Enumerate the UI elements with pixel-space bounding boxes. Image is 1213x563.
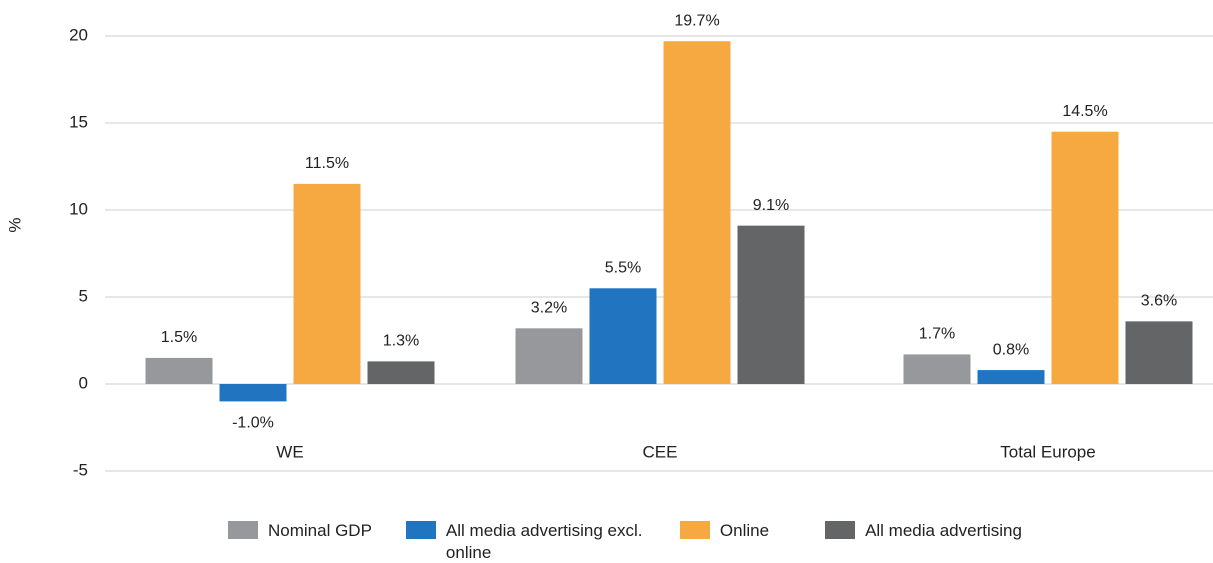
- legend-item: All media advertising excl. online: [405, 520, 646, 563]
- x-tick-label: WE: [276, 442, 303, 461]
- y-tick-label: 0: [79, 373, 88, 392]
- legend-label: All media advertising excl. online: [445, 521, 643, 562]
- value-label: 19.7%: [674, 12, 719, 29]
- legend-swatch: [405, 521, 436, 539]
- legend-label: Online: [719, 521, 770, 540]
- y-tick-label: 10: [69, 199, 88, 218]
- legend-swatch: [825, 521, 856, 539]
- value-label: -1.0%: [232, 415, 274, 432]
- legend: Nominal GDP All media advertising excl. o…: [228, 520, 1056, 563]
- value-label: 1.5%: [161, 329, 197, 346]
- y-tick-label: 5: [79, 286, 88, 305]
- value-label: 5.5%: [605, 260, 641, 277]
- bar: [367, 361, 435, 384]
- bar: [219, 384, 287, 402]
- y-axis-label: %: [5, 217, 24, 232]
- value-label: 11.5%: [305, 155, 349, 172]
- value-label: 3.6%: [1141, 293, 1177, 310]
- y-tick-label: 15: [69, 112, 88, 131]
- bar: [977, 370, 1045, 384]
- legend-item: Nominal GDP: [228, 520, 372, 542]
- y-tick-label: -5: [73, 460, 88, 479]
- x-tick-label: Total Europe: [1000, 442, 1095, 461]
- legend-swatch: [228, 521, 258, 539]
- legend-item: All media advertising: [825, 520, 1022, 542]
- legend-swatch: [679, 521, 710, 539]
- x-tick-label: CEE: [643, 442, 678, 461]
- value-label: 14.5%: [1062, 103, 1107, 120]
- legend-label: Nominal GDP: [268, 521, 372, 540]
- bar: [663, 41, 731, 384]
- legend-item: Online: [679, 520, 770, 542]
- bar: [903, 354, 971, 384]
- bar: [293, 183, 361, 384]
- value-label: 1.7%: [919, 326, 955, 343]
- bar: [589, 288, 657, 384]
- bar: [1051, 131, 1119, 384]
- bar: [737, 225, 805, 384]
- bar: [1125, 321, 1193, 384]
- value-label: 1.3%: [383, 333, 419, 350]
- bar: [145, 357, 213, 384]
- value-label: 9.1%: [753, 197, 789, 214]
- legend-label: All media advertising: [865, 521, 1022, 540]
- value-label: 0.8%: [993, 341, 1029, 358]
- bar: [515, 328, 583, 384]
- y-tick-label: 20: [69, 25, 88, 44]
- value-label: 3.2%: [531, 300, 567, 317]
